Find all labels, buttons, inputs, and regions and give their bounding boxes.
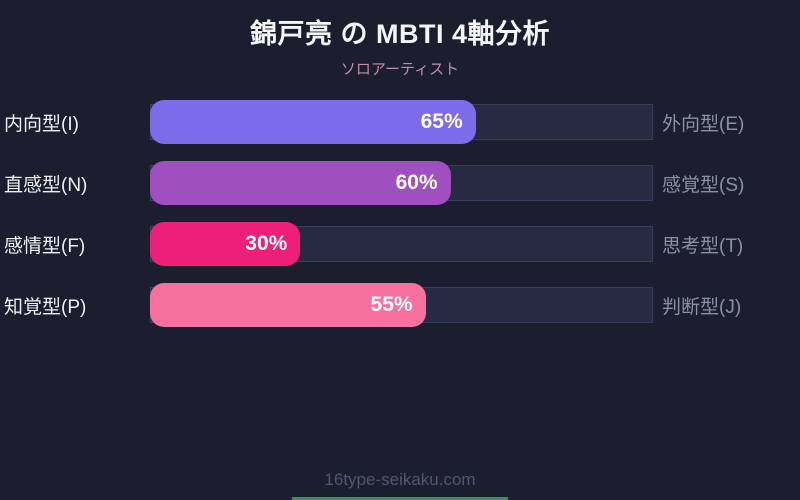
axis-right-label: 感覚型(S) — [662, 174, 745, 196]
site-watermark: 16type-seikaku.com — [324, 470, 476, 489]
bottom-accent-bar — [292, 497, 508, 500]
bar-track: 60% — [150, 161, 653, 206]
chart-header: 錦戸亮 の MBTI 4軸分析 ソロアーティスト — [0, 0, 800, 79]
bar-value-label: 30% — [245, 232, 288, 256]
bar-fill: 55% — [150, 283, 426, 328]
axis-right-label: 判断型(J) — [662, 296, 742, 318]
mbti-bar-chart: 内向型(I) 65% 外向型(E) 直感型(N) 60% 感覚型(S) 感情型(… — [0, 100, 800, 328]
axis-row: 知覚型(P) 55% 判断型(J) — [0, 283, 800, 328]
bar-value-label: 60% — [395, 171, 438, 195]
axis-right-label: 外向型(E) — [662, 113, 745, 135]
bar-fill: 60% — [150, 161, 451, 206]
axis-right-label: 思考型(T) — [662, 235, 744, 257]
bar-fill: 30% — [150, 222, 301, 267]
chart-title: 錦戸亮 の MBTI 4軸分析 — [249, 19, 550, 49]
axis-left-label: 内向型(I) — [4, 113, 79, 135]
chart-subtitle: ソロアーティスト — [340, 61, 460, 79]
bar-value-label: 65% — [420, 110, 463, 134]
bar-value-label: 55% — [370, 293, 413, 317]
bar-track: 55% — [150, 283, 653, 328]
axis-row: 直感型(N) 60% 感覚型(S) — [0, 161, 800, 206]
bar-track: 65% — [150, 100, 653, 145]
bar-track: 30% — [150, 222, 653, 267]
axis-row: 内向型(I) 65% 外向型(E) — [0, 100, 800, 145]
bar-fill: 65% — [150, 100, 476, 145]
axis-left-label: 知覚型(P) — [4, 296, 87, 318]
axis-row: 感情型(F) 30% 思考型(T) — [0, 222, 800, 267]
axis-left-label: 感情型(F) — [4, 235, 86, 257]
axis-left-label: 直感型(N) — [4, 174, 88, 196]
